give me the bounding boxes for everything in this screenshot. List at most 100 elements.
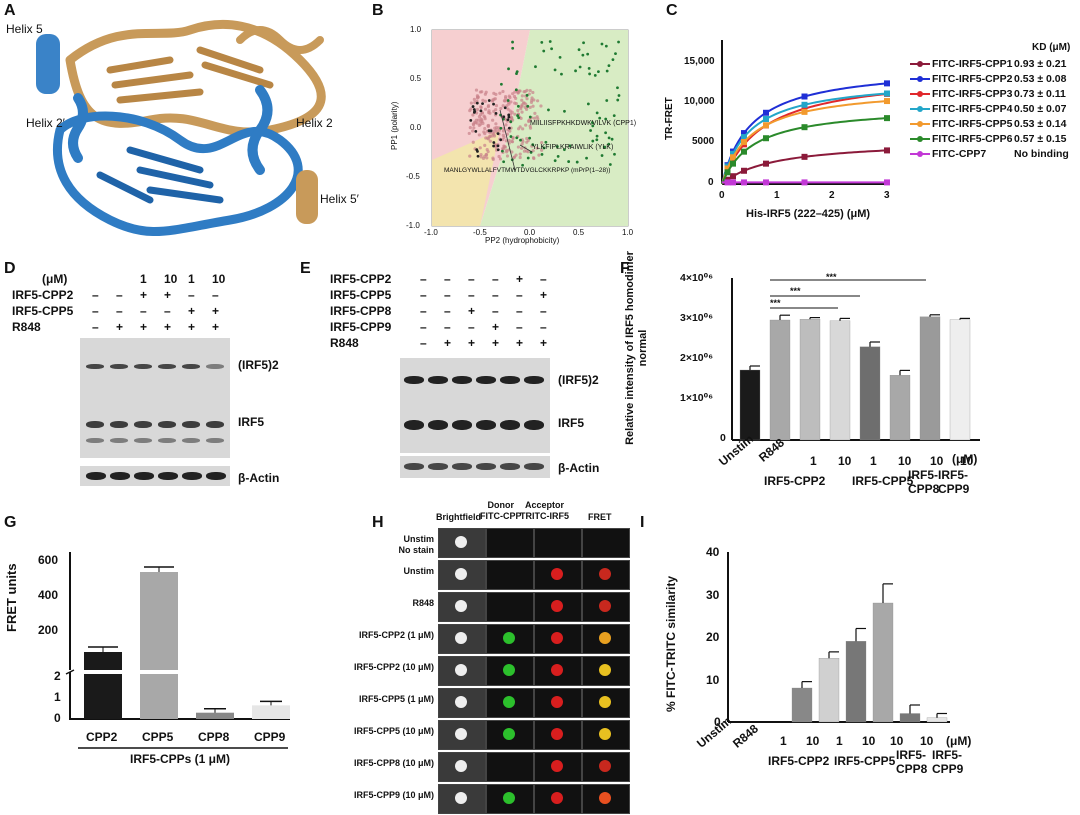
panel-d-row-value: +	[188, 304, 196, 318]
scatter-point-red	[484, 90, 488, 94]
panel-h-cell	[486, 688, 534, 718]
panel-d-row-value: +	[116, 320, 124, 334]
scatter-point-red	[520, 94, 524, 98]
panel-d-row-value: 1	[188, 272, 195, 286]
scatter-point-red	[468, 154, 472, 158]
bar-3	[818, 658, 840, 723]
panel-d-row-value: +	[140, 320, 148, 334]
panel-e-row-value: –	[444, 272, 451, 286]
panel-c-ytick: 15,000	[684, 56, 715, 67]
panel-d-actin-image	[80, 466, 230, 486]
scatter-point-green	[514, 88, 518, 92]
legend-name-2: FITC-IRF5-CPP3	[932, 88, 1013, 100]
scatter-point-black	[494, 112, 498, 115]
scatter-point-red	[521, 127, 525, 131]
legend-swatch-marker	[917, 136, 923, 142]
panel-e-row-label: IRF5-CPP5	[330, 288, 392, 302]
panel-d-row-value: 10	[164, 272, 178, 286]
bar-2	[196, 712, 234, 719]
panel-h-cell-spot	[551, 760, 563, 772]
panel-i-xcat: 10	[806, 734, 820, 748]
band-irf5-3	[158, 421, 176, 428]
scatter-point-green	[611, 58, 615, 62]
scatter-point-green	[544, 140, 548, 144]
scatter-point-green	[595, 134, 599, 138]
scatter-point-red	[505, 154, 510, 158]
scatter-point-black	[492, 141, 496, 144]
scatter-point-red	[528, 124, 532, 128]
panel-h-col-header: FRET	[588, 512, 612, 522]
scatter-point-red	[522, 101, 526, 105]
bar-upper-0	[84, 652, 122, 670]
panel-label-h: H	[372, 514, 384, 531]
curve-point-FITC-IRF5-CPP2	[741, 130, 747, 137]
panel-e-row-value: –	[468, 288, 475, 302]
legend-swatch-marker	[917, 106, 923, 112]
panel-f-group: IRF5-CPP5	[852, 474, 914, 488]
panel-f-ytick: 4×10⁰⁶	[680, 272, 714, 284]
scatter-point-red	[501, 89, 505, 94]
panel-g-plot	[65, 552, 290, 749]
scatter-point-black	[481, 102, 484, 106]
panel-a-structure: Helix 5 Helix 2′ Helix 2 Helix 5′	[0, 0, 370, 255]
panel-g-ylabel: FRET units	[4, 563, 19, 632]
panel-label-a: A	[4, 2, 16, 19]
scatter-point-red	[532, 156, 536, 161]
scatter-point-red	[540, 148, 544, 152]
scatter-point-red	[502, 135, 506, 139]
scatter-point-red	[473, 100, 477, 105]
panel-e-row-value: –	[444, 288, 451, 302]
scatter-point-green	[607, 64, 611, 68]
scatter-point-red	[472, 97, 476, 101]
panel-e-row-label: IRF5-CPP2	[330, 272, 392, 286]
band-irf5-0	[404, 420, 424, 430]
panel-e-row-value: –	[420, 272, 427, 286]
scatter-point-green	[597, 70, 600, 74]
scatter-point-green	[598, 116, 602, 120]
scatter-point-green	[607, 136, 611, 140]
scatter-point-red	[520, 142, 524, 146]
panel-d-row-value: –	[92, 304, 99, 318]
curve-point-FITC-CPP7	[741, 179, 747, 186]
scatter-point-red	[514, 96, 518, 100]
bar-5	[872, 602, 894, 723]
scatter-point-red	[533, 111, 537, 115]
scatter-point-green	[540, 153, 544, 156]
bar-7	[949, 319, 971, 441]
panel-h-col-header: Brightfield	[436, 512, 481, 522]
panel-i-xcat: 1	[836, 734, 843, 748]
scatter-point-black	[487, 99, 491, 102]
scatter-point-red	[539, 104, 543, 108]
curve-point-FITC-IRF5-CPP6	[763, 135, 769, 142]
scatter-point-green	[550, 47, 553, 51]
band-irf5-2	[134, 421, 152, 428]
scatter-point-green	[534, 65, 537, 69]
band-dimer-1	[110, 364, 128, 369]
scatter-point-red	[520, 110, 524, 114]
panel-e-row-value: +	[492, 320, 500, 334]
panel-h-cell-spot	[455, 792, 467, 804]
panel-g-xlabel: IRF5-CPPs (1 μM)	[130, 752, 231, 766]
scatter-point-red	[483, 143, 487, 147]
panel-e-row-value: –	[468, 272, 475, 286]
protein-ribbon-diagram	[36, 19, 326, 237]
panel-e-row-value: –	[420, 320, 427, 334]
panel-e-band-irf5: IRF5	[558, 416, 585, 430]
legend-name-5: FITC-IRF5-CPP6	[932, 133, 1013, 145]
band-irf5-lower-2	[134, 438, 152, 443]
scatter-point-red	[471, 123, 476, 127]
curve-point-FITC-IRF5-CPP4	[763, 116, 769, 123]
panel-i-ytick: 40	[706, 545, 720, 559]
scatter-point-red	[486, 104, 491, 108]
scatter-point-red	[479, 155, 483, 159]
scatter-point-red	[505, 150, 509, 154]
scatter-point-red	[501, 129, 506, 133]
band-dimer-5	[524, 376, 544, 384]
panel-b-ylabel: PP1 (polarity)	[390, 101, 399, 150]
scatter-point-green	[511, 46, 515, 50]
bar-lower-1	[140, 674, 178, 719]
scatter-point-green	[600, 154, 604, 157]
panel-i-chart: % FITC-TRITC similarity 40 30 20 10 0 Unstim…	[640, 512, 1080, 812]
curve-point-FITC-IRF5-CPP5	[763, 122, 769, 129]
scatter-point-red	[485, 147, 489, 152]
